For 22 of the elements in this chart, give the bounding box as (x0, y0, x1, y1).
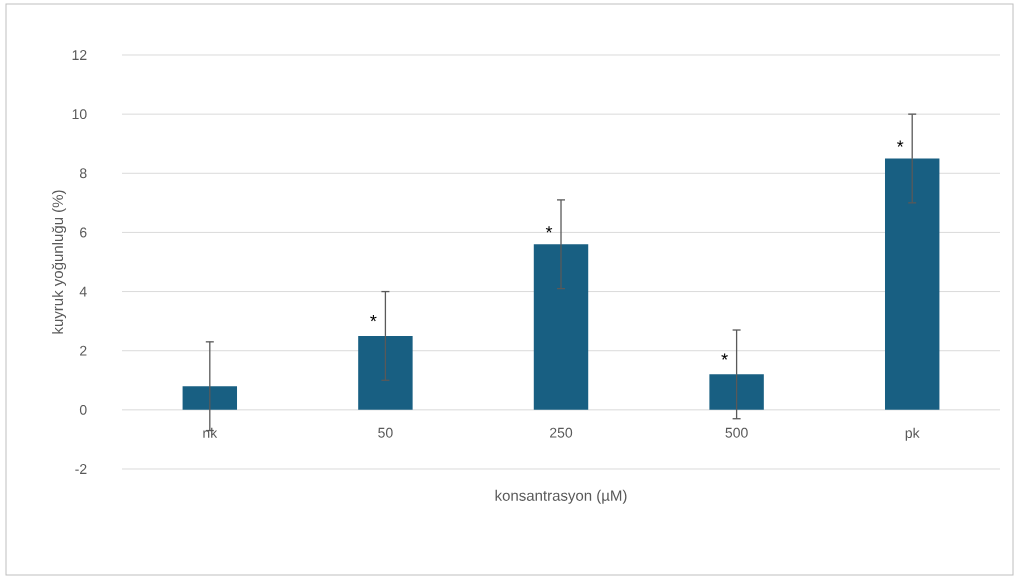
y-tick-label: 0 (79, 404, 87, 415)
y-axis-title: kuyruk yoğunluğu (%) (51, 190, 67, 334)
annotation: * (545, 226, 553, 233)
y-tick-label: 4 (79, 286, 87, 297)
y-tick-label: 12 (72, 50, 87, 60)
annotation: * (721, 353, 728, 360)
bar (533, 244, 589, 410)
x-tick-label: 500 (725, 427, 748, 438)
x-axis-title: konsantrasyon (µM) (495, 489, 627, 504)
bar (884, 158, 940, 410)
x-tick-label: pk (905, 427, 920, 441)
x-tick-label: 50 (378, 427, 393, 438)
annotation: * (370, 314, 377, 322)
y-tick-label: 8 (79, 168, 87, 179)
x-tick-label: 250 (550, 427, 573, 438)
y-tick-label: 2 (80, 345, 87, 356)
bar (709, 374, 764, 410)
y-tick-label: 6 (80, 227, 87, 238)
bar (182, 386, 238, 410)
y-tick-label: -2 (75, 464, 87, 474)
annotation: * (896, 140, 904, 147)
y-tick-label: 10 (72, 109, 87, 120)
